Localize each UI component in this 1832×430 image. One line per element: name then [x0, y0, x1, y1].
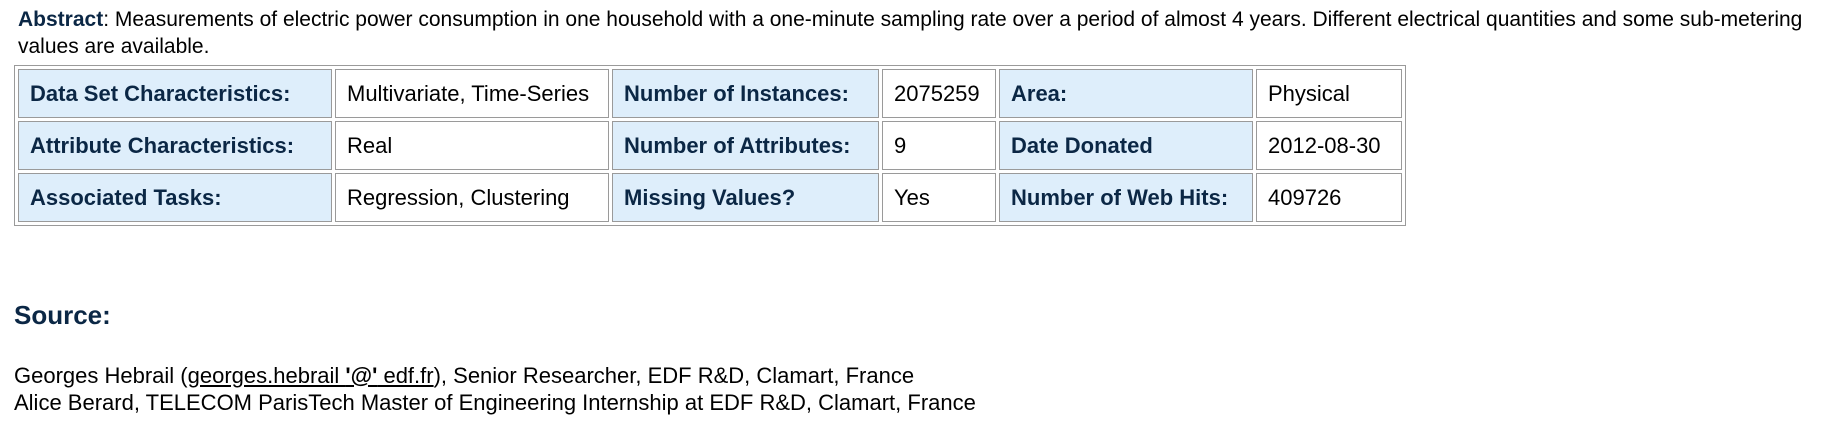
characteristic-key: Date Donated: [999, 121, 1253, 170]
email-link-at: '@': [345, 363, 378, 388]
abstract-separator: :: [103, 8, 115, 31]
dataset-characteristics-table: Data Set Characteristics: Multivariate, …: [14, 65, 1406, 226]
source-line-berard: Alice Berard, TELECOM ParisTech Master o…: [14, 390, 976, 415]
characteristic-key: Area:: [999, 69, 1253, 118]
source-line-suffix: ), Senior Researcher, EDF R&D, Clamart, …: [433, 363, 915, 388]
characteristic-key: Number of Attributes:: [612, 121, 879, 170]
characteristic-key: Missing Values?: [612, 173, 879, 222]
source-heading: Source:: [14, 300, 111, 330]
characteristic-value: Yes: [882, 173, 996, 222]
characteristic-value: 9: [882, 121, 996, 170]
characteristic-value: 2075259: [882, 69, 996, 118]
email-link-domain: edf.fr: [377, 363, 434, 388]
abstract-text: Measurements of electric power consumpti…: [18, 8, 1803, 58]
characteristic-key: Attribute Characteristics:: [18, 121, 332, 170]
characteristic-value: Multivariate, Time-Series: [335, 69, 609, 118]
characteristic-key: Data Set Characteristics:: [18, 69, 332, 118]
abstract: Abstract: Measurements of electric power…: [18, 6, 1818, 60]
source-lines: Georges Hebrail (georges.hebrail '@' edf…: [14, 362, 976, 416]
table-row: Data Set Characteristics: Multivariate, …: [18, 69, 1402, 118]
abstract-label: Abstract: [18, 8, 104, 31]
characteristic-key: Number of Web Hits:: [999, 173, 1253, 222]
characteristic-value: 2012-08-30: [1256, 121, 1402, 170]
characteristic-value: Real: [335, 121, 609, 170]
email-link[interactable]: georges.hebrail '@' edf.fr: [188, 363, 434, 388]
characteristic-value: 409726: [1256, 173, 1402, 222]
table-row: Associated Tasks: Regression, Clustering…: [18, 173, 1402, 222]
source-line-hebrail: Georges Hebrail (georges.hebrail '@' edf…: [14, 362, 976, 389]
characteristic-value: Regression, Clustering: [335, 173, 609, 222]
characteristic-value: Physical: [1256, 69, 1402, 118]
characteristic-key: Number of Instances:: [612, 69, 879, 118]
characteristic-key: Associated Tasks:: [18, 173, 332, 222]
email-link-user: georges.hebrail: [187, 363, 346, 388]
source-line-prefix: Georges Hebrail (: [14, 363, 188, 388]
table-row: Attribute Characteristics: Real Number o…: [18, 121, 1402, 170]
